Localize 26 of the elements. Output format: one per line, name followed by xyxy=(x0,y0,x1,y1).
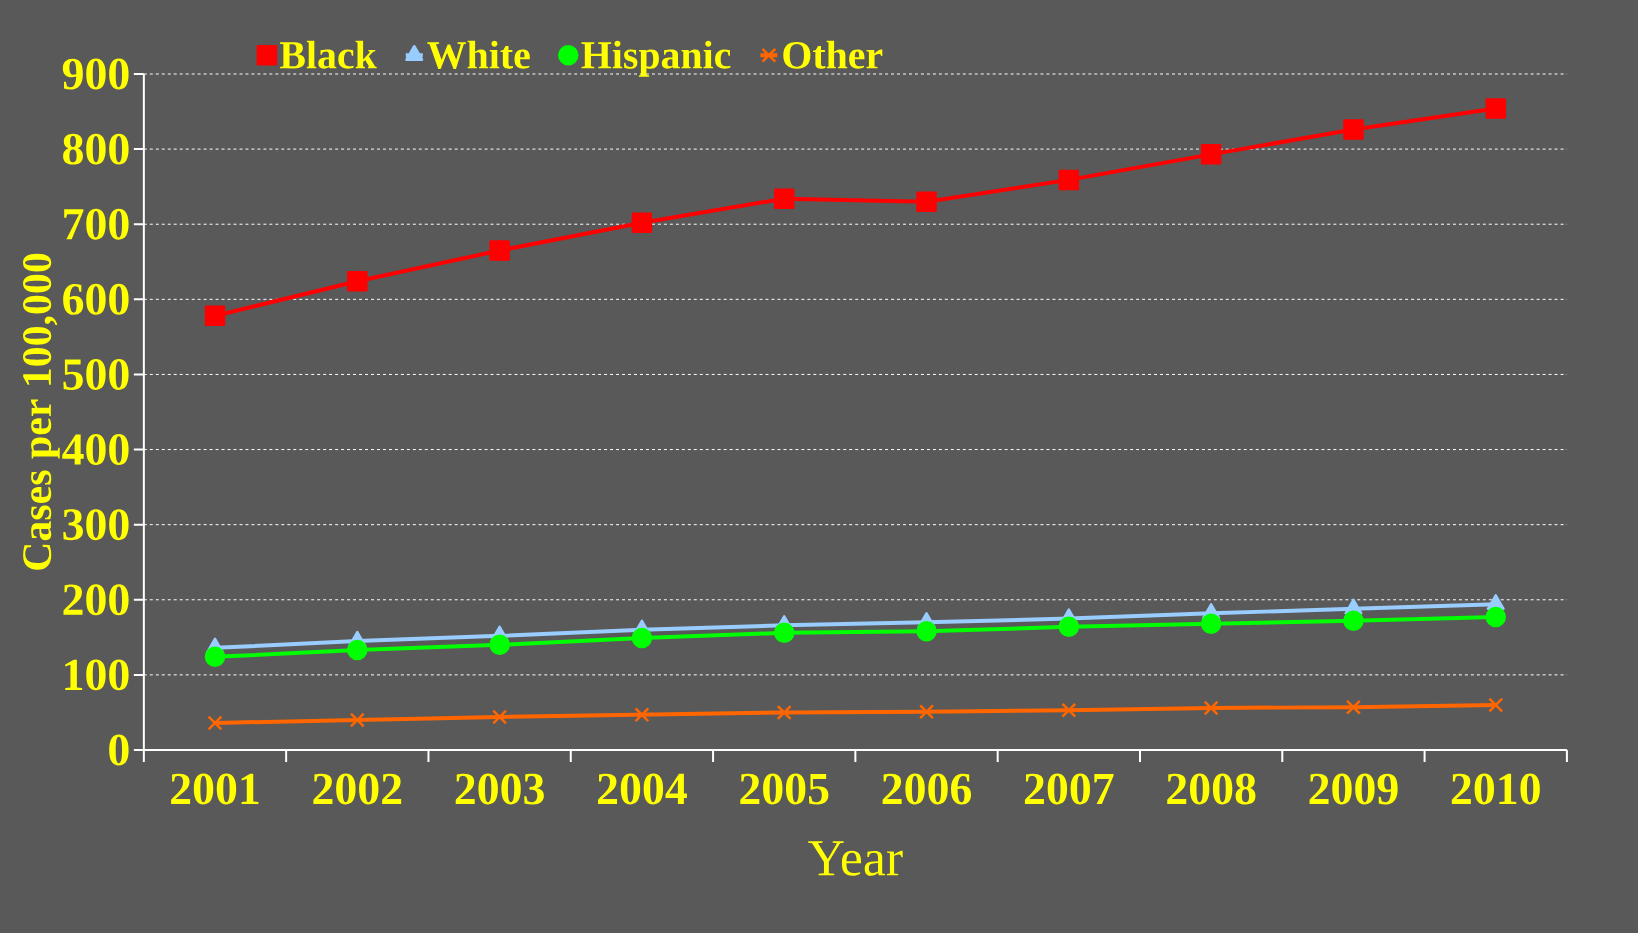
legend-label: Hispanic xyxy=(581,40,731,77)
y-tick-label: 500 xyxy=(63,358,129,390)
y-tick-label: 200 xyxy=(63,584,129,616)
x-tick-label: 2007 xyxy=(1024,773,1114,805)
y-tick-label: 700 xyxy=(64,208,129,240)
x-tick-label: 2010 xyxy=(1451,773,1540,805)
y-tick-label: 300 xyxy=(63,509,129,541)
x-axis-title: Year xyxy=(808,841,903,876)
legend-label: White xyxy=(427,40,530,69)
x-tick-label: 2006 xyxy=(882,773,972,805)
y-tick-label: 600 xyxy=(63,283,129,315)
y-axis-title: Cases per 100,000 xyxy=(23,253,60,570)
y-tick-label: 900 xyxy=(62,58,129,90)
x-tick-label: 2003 xyxy=(455,773,544,805)
y-tick-label: 400 xyxy=(62,434,129,466)
x-tick-label: 2008 xyxy=(1167,773,1256,805)
y-tick-label: 0 xyxy=(109,734,129,766)
x-tick-label: 2001 xyxy=(171,773,259,805)
legend-label: Other xyxy=(783,40,883,69)
y-tick-label: 800 xyxy=(63,133,129,165)
x-tick-label: 2005 xyxy=(740,773,829,805)
x-tick-label: 2009 xyxy=(1309,773,1398,805)
x-tick-label: 2004 xyxy=(598,773,687,805)
y-tick-label: 100 xyxy=(65,659,129,691)
x-tick-label: 2002 xyxy=(313,773,402,805)
legend-label: Black xyxy=(280,40,377,69)
